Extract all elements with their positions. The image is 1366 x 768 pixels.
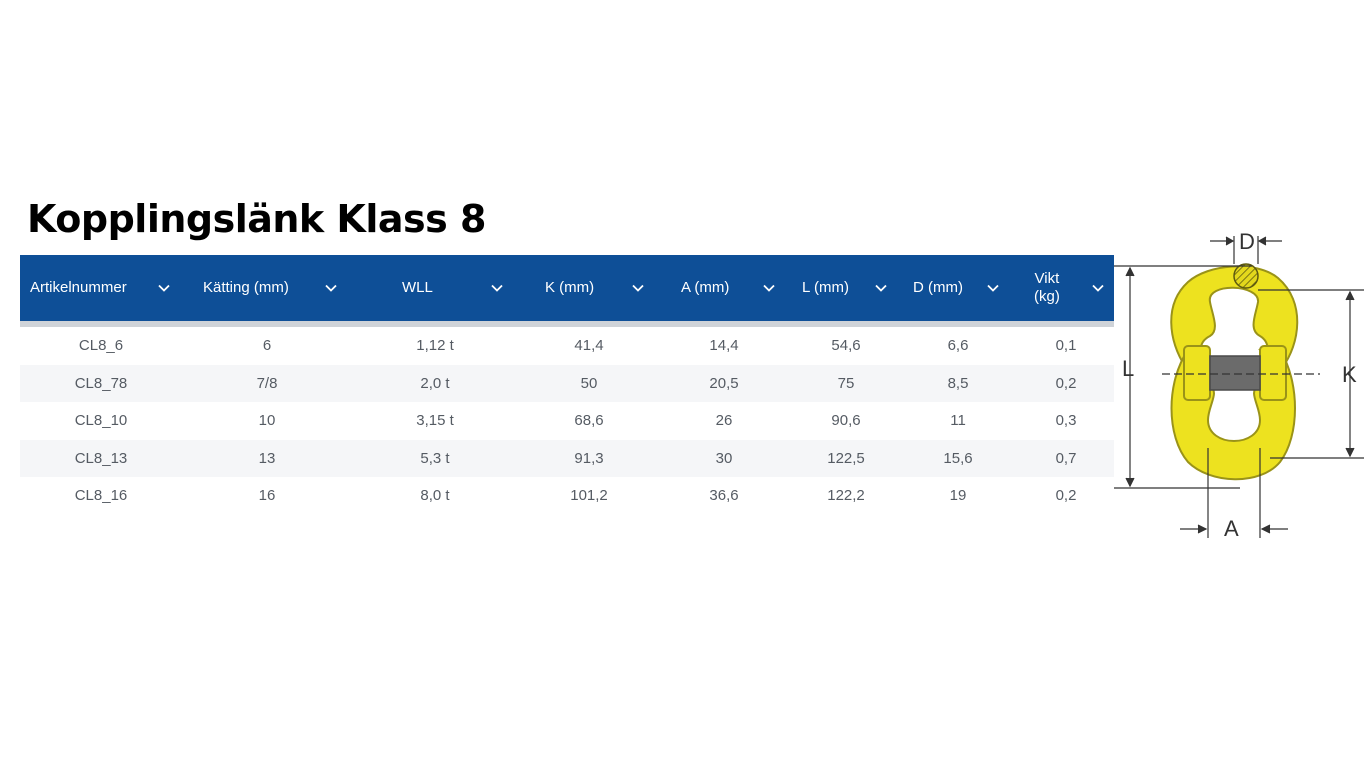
cell-d: 11: [950, 412, 966, 429]
cell-vikt: 0,7: [1055, 449, 1077, 467]
cell-wll: 8,0 t: [420, 487, 450, 504]
coupling-link-illustration: [1162, 263, 1320, 481]
column-header-label: Kätting (mm): [203, 279, 289, 296]
cell-l: 122,2: [827, 487, 865, 504]
chevron-down-icon[interactable]: [490, 281, 504, 295]
cell-artikelnummer: CL8_16: [74, 487, 128, 504]
cell-katting: 6: [262, 337, 272, 354]
cell-wll: 3,15 t: [416, 412, 454, 429]
column-header-katting[interactable]: Kätting (mm): [203, 255, 289, 321]
cell-l: 75: [837, 374, 855, 392]
chevron-down-icon[interactable]: [324, 281, 338, 295]
cell-a: 14,4: [709, 337, 739, 354]
dimension-label-a: A: [1224, 516, 1239, 541]
table-row: CL8_78 7/8 2,0 t 50 20,5 75 8,5 0,2: [20, 364, 1114, 402]
cell-artikelnummer: CL8_6: [78, 337, 124, 354]
cell-l: 122,5: [827, 449, 865, 467]
column-header-artikelnummer[interactable]: Artikelnummer: [30, 255, 127, 321]
cell-k: 101,2: [570, 487, 608, 504]
chevron-down-icon[interactable]: [1091, 281, 1105, 295]
cell-a: 20,5: [709, 374, 739, 392]
cell-wll: 1,12 t: [416, 337, 454, 354]
dimension-lines: [1114, 236, 1364, 538]
cell-d: 6,6: [947, 337, 969, 354]
table-row: CL8_6 6 1,12 t 41,4 14,4 54,6 6,6 0,1: [20, 327, 1114, 365]
table-row: CL8_16 16 8,0 t 101,2 36,6 122,2 19 0,2: [20, 477, 1114, 515]
cell-wll: 5,3 t: [420, 449, 450, 467]
cell-k: 50: [580, 374, 598, 392]
column-header-unit: (kg): [1034, 288, 1060, 305]
column-header-a[interactable]: A (mm): [681, 255, 729, 321]
column-header-wll[interactable]: WLL: [402, 255, 433, 321]
table-body: CL8_6 6 1,12 t 41,4 14,4 54,6 6,6 0,1 CL…: [20, 327, 1114, 515]
column-header-label: WLL: [402, 279, 433, 296]
spec-table: Artikelnummer Kätting (mm) WLL K (mm) A …: [20, 255, 1114, 515]
cell-a: 30: [715, 449, 733, 467]
column-header-l[interactable]: L (mm): [802, 255, 849, 321]
table-row: CL8_13 13 5,3 t 91,3 30 122,5 15,6 0,7: [20, 439, 1114, 477]
cell-a: 26: [715, 412, 733, 429]
cell-vikt: 0,1: [1055, 337, 1077, 354]
cell-katting: 16: [258, 487, 276, 504]
cell-artikelnummer: CL8_10: [74, 412, 128, 429]
column-header-label: Artikelnummer: [30, 279, 127, 296]
cell-vikt: 0,3: [1055, 412, 1077, 429]
cell-a: 36,6: [709, 487, 739, 504]
chevron-down-icon[interactable]: [874, 281, 888, 295]
page-title: Kopplingslänk Klass 8: [27, 197, 486, 241]
cell-katting: 13: [258, 449, 276, 467]
column-header-k[interactable]: K (mm): [545, 255, 594, 321]
dimension-label-l: L: [1122, 356, 1134, 381]
cell-d: 8,5: [947, 374, 969, 392]
cell-katting: 7/8: [256, 374, 278, 392]
cell-d: 15,6: [943, 449, 973, 467]
column-header-label: Vikt: [1034, 270, 1060, 287]
column-header-label: L (mm): [802, 279, 849, 296]
dimension-label-d: D: [1239, 229, 1255, 254]
cell-vikt: 0,2: [1055, 374, 1077, 392]
cell-artikelnummer: CL8_78: [74, 374, 128, 392]
cell-k: 41,4: [574, 337, 604, 354]
column-header-vikt[interactable]: Vikt (kg): [1034, 255, 1060, 321]
column-header-label: A (mm): [681, 279, 730, 296]
cell-l: 54,6: [831, 337, 861, 354]
cell-l: 90,6: [831, 412, 861, 429]
cell-k: 91,3: [574, 449, 604, 467]
column-header-label: K (mm): [545, 279, 595, 296]
cell-d: 19: [949, 487, 967, 504]
chevron-down-icon[interactable]: [986, 281, 1000, 295]
column-header-label: D (mm): [913, 279, 963, 296]
cell-k: 68,6: [574, 412, 604, 429]
dimension-label-k: K: [1342, 362, 1357, 387]
table-row: CL8_10 10 3,15 t 68,6 26 90,6 11 0,3: [20, 402, 1114, 440]
chevron-down-icon[interactable]: [631, 281, 645, 295]
header-divider: [20, 321, 1114, 327]
table-header: Artikelnummer Kätting (mm) WLL K (mm) A …: [20, 255, 1114, 321]
chevron-down-icon[interactable]: [762, 281, 776, 295]
cell-artikelnummer: CL8_13: [74, 449, 128, 467]
chevron-down-icon[interactable]: [157, 281, 171, 295]
cell-vikt: 0,2: [1055, 487, 1077, 504]
column-header-d[interactable]: D (mm): [913, 255, 963, 321]
cell-katting: 10: [258, 412, 276, 429]
cell-wll: 2,0 t: [420, 374, 450, 392]
coupling-link-diagram: D L K A: [1114, 229, 1364, 541]
